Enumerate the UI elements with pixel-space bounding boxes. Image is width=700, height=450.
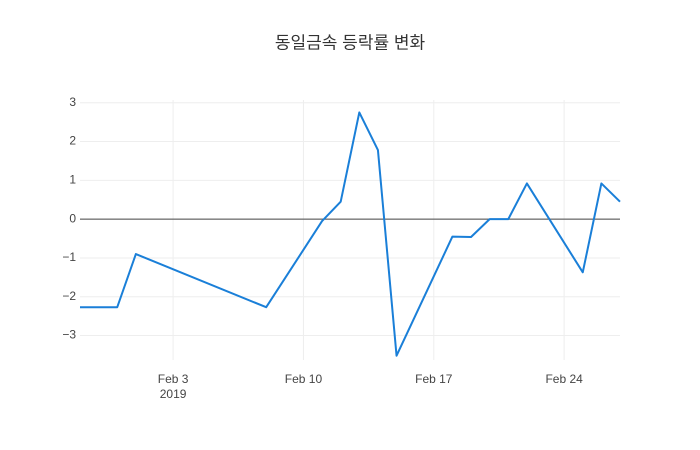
x-tick-label: Feb 10 — [285, 372, 323, 386]
x-tick-year: 2019 — [160, 387, 187, 401]
y-tick-label: 0 — [69, 211, 76, 225]
y-tick-label: 3 — [69, 95, 76, 109]
y-tick-label: 2 — [69, 134, 76, 148]
chart-title: 동일금속 등락률 변화 — [275, 33, 426, 52]
x-tick-label: Feb 17 — [415, 372, 453, 386]
x-tick-label: Feb 3 — [158, 372, 189, 386]
y-tick-label: 1 — [69, 173, 76, 187]
y-tick-label: −3 — [62, 328, 76, 342]
y-tick-label: −1 — [62, 250, 76, 264]
y-tick-label: −2 — [62, 289, 76, 303]
line — [80, 111, 621, 357]
x-tick-label: Feb 24 — [545, 372, 583, 386]
